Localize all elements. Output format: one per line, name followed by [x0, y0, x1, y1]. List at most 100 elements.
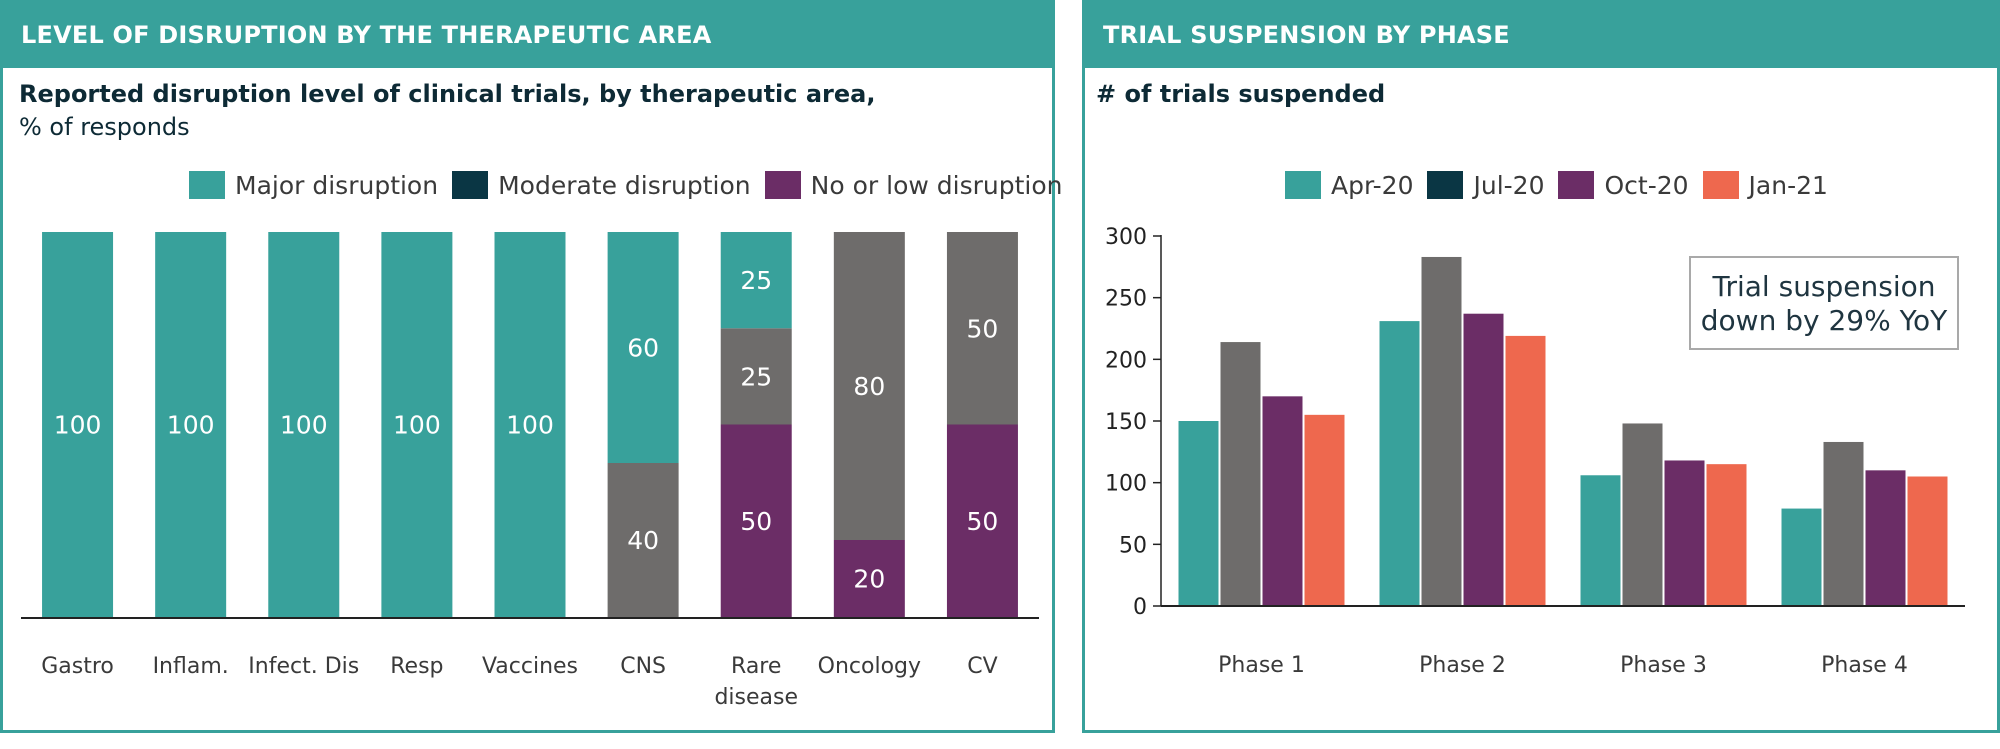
- bar-value-label: 100: [506, 411, 554, 440]
- y-tick-label: 200: [1105, 348, 1147, 373]
- bar-segment-infect-dis-major-disruption: [268, 232, 340, 617]
- category-label-vaccines: Vaccines: [482, 654, 578, 679]
- bar-segment-cv-grey: [946, 232, 1018, 425]
- y-tick-label: 150: [1105, 410, 1147, 435]
- legend-swatch: [1702, 171, 1739, 199]
- bar-phase-4-jan-21: [1907, 476, 1948, 606]
- category-label-rare-disease: Rare: [731, 654, 781, 679]
- bar-phase-3-oct-20: [1664, 460, 1705, 606]
- bar-value-label: 50: [740, 507, 772, 536]
- category-label-phase-4: Phase 4: [1821, 653, 1908, 678]
- disruption-chart-unit: % of responds: [19, 113, 190, 141]
- bar-value-label: 100: [280, 411, 328, 440]
- legend-item-moderate-disruption: Moderate disruption: [452, 171, 751, 200]
- suspension-legend: Apr-20 Jul-20 Oct-20 Jan-21: [1285, 168, 1842, 202]
- bar-phase-1-apr-20: [1178, 421, 1219, 606]
- disruption-panel-header: LEVEL OF DISRUPTION BY THE THERAPEUTIC A…: [3, 0, 1052, 68]
- bar-phase-3-jul-20: [1622, 423, 1663, 606]
- bar-value-label: 25: [740, 362, 772, 391]
- category-label-inflam: Inflam.: [153, 654, 229, 679]
- legend-swatch: [452, 171, 489, 199]
- bar-segment-resp-major-disruption: [381, 232, 453, 617]
- bar-segment-cns-grey: [607, 463, 679, 617]
- y-tick-label: 0: [1133, 595, 1147, 620]
- legend-item-jan-21: Jan-21: [1702, 170, 1828, 200]
- bar-segment-vaccines-major-disruption: [494, 232, 566, 617]
- legend-label: Moderate disruption: [498, 170, 751, 200]
- disruption-chart-subtitle: Reported disruption level of clinical tr…: [19, 80, 876, 108]
- category-label-gastro: Gastro: [41, 654, 114, 679]
- bar-phase-3-apr-20: [1580, 475, 1621, 606]
- bar-phase-3-jan-21: [1706, 464, 1747, 606]
- bar-phase-1-oct-20: [1262, 396, 1303, 606]
- bar-phase-4-apr-20: [1781, 508, 1822, 606]
- category-label-oncology: Oncology: [818, 654, 921, 679]
- category-label-cv: CV: [967, 654, 997, 679]
- bar-segment-cv-no-or-low-disruption: [946, 424, 1018, 617]
- callout-line-1: Trial suspension: [1712, 270, 1936, 303]
- bar-value-label: 100: [167, 411, 215, 440]
- category-label-phase-3: Phase 3: [1620, 653, 1707, 678]
- bar-value-label: 80: [853, 372, 885, 401]
- disruption-panel: LEVEL OF DISRUPTION BY THE THERAPEUTIC A…: [0, 0, 1062, 733]
- bar-segment-cns-major-disruption: [607, 232, 679, 463]
- bar-value-label: 25: [740, 266, 772, 295]
- bar-value-label: 60: [627, 334, 659, 363]
- bar-segment-rare-disease-grey: [720, 328, 792, 425]
- bar-phase-1-jul-20: [1220, 342, 1261, 606]
- suspension-chart-subtitle: # of trials suspended: [1096, 80, 1386, 108]
- bar-phase-2-oct-20: [1463, 313, 1504, 606]
- legend-swatch: [189, 171, 225, 199]
- bar-segment-inflam-major-disruption: [155, 232, 227, 617]
- bar-value-label: 50: [967, 314, 999, 343]
- legend-swatch: [1558, 171, 1595, 199]
- bar-segment-oncology-no-or-low-disruption: [833, 540, 905, 617]
- bar-phase-2-jan-21: [1505, 335, 1546, 606]
- bar-phase-2-apr-20: [1379, 321, 1420, 606]
- legend-item-no-or-low-disruption: No or low disruption: [764, 170, 1063, 200]
- bar-value-label: 100: [393, 411, 441, 440]
- suspension-chart: 0 50 100 150 200 250 300 Phase 1 Phase 2 Phase 3 P…: [1105, 225, 1965, 678]
- y-tick-label: 100: [1105, 472, 1147, 497]
- category-label-cns: CNS: [620, 654, 666, 679]
- category-label-phase-2: Phase 2: [1419, 653, 1506, 678]
- y-tick-label: 50: [1119, 533, 1147, 558]
- legend-label: No or low disruption: [810, 170, 1063, 200]
- bar-phase-4-jul-20: [1823, 441, 1864, 606]
- category-label-infect-dis: Infect. Dis: [248, 654, 359, 679]
- legend-swatch: [1285, 171, 1321, 199]
- suspension-panel: TRIAL SUSPENSION BY PHASE # of trials su…: [1082, 0, 2000, 733]
- legend-label: Jul-20: [1473, 170, 1545, 200]
- category-label-rare-disease: disease: [714, 685, 798, 710]
- suspension-callout: Trial suspension down by 29% YoY: [1689, 256, 1959, 350]
- legend-label: Jan-21: [1748, 170, 1828, 200]
- legend-swatch: [764, 171, 801, 199]
- callout-line-2: down by 29% YoY: [1700, 304, 1948, 337]
- bar-phase-2-jul-20: [1421, 256, 1462, 606]
- bar-value-label: 100: [54, 411, 102, 440]
- category-label-phase-1: Phase 1: [1218, 653, 1305, 678]
- bar-value-label: 40: [627, 526, 659, 555]
- category-label-resp: Resp: [390, 654, 443, 679]
- disruption-legend: Major disruption Moderate disruption No or…: [189, 168, 1076, 202]
- bar-segment-gastro-major-disruption: [42, 232, 114, 617]
- bar-value-label: 20: [853, 565, 885, 594]
- legend-item-major-disruption: Major disruption: [189, 171, 438, 200]
- legend-label: Oct-20: [1604, 170, 1689, 200]
- bar-segment-rare-disease-major-disruption: [720, 232, 792, 329]
- bar-phase-4-oct-20: [1865, 470, 1906, 606]
- bar-value-label: 50: [967, 507, 999, 536]
- legend-item-oct-20: Oct-20: [1558, 170, 1689, 200]
- legend-label: Major disruption: [235, 170, 439, 200]
- legend-swatch: [1427, 171, 1464, 199]
- bar-segment-rare-disease-no-or-low-disruption: [720, 424, 792, 617]
- y-tick-label: 300: [1105, 225, 1147, 250]
- disruption-chart: 100 Gastro 100 Inflam. 100 Infect. Dis 100 Resp…: [21, 232, 1039, 710]
- legend-item-jul-20: Jul-20: [1427, 171, 1544, 200]
- y-tick-label: 250: [1105, 287, 1147, 312]
- legend-label: Apr-20: [1331, 170, 1414, 200]
- suspension-panel-header: TRIAL SUSPENSION BY PHASE: [1085, 0, 1997, 68]
- bar-segment-oncology-grey: [833, 232, 905, 540]
- legend-item-apr-20: Apr-20: [1285, 171, 1413, 200]
- bar-phase-1-jan-21: [1304, 414, 1345, 606]
